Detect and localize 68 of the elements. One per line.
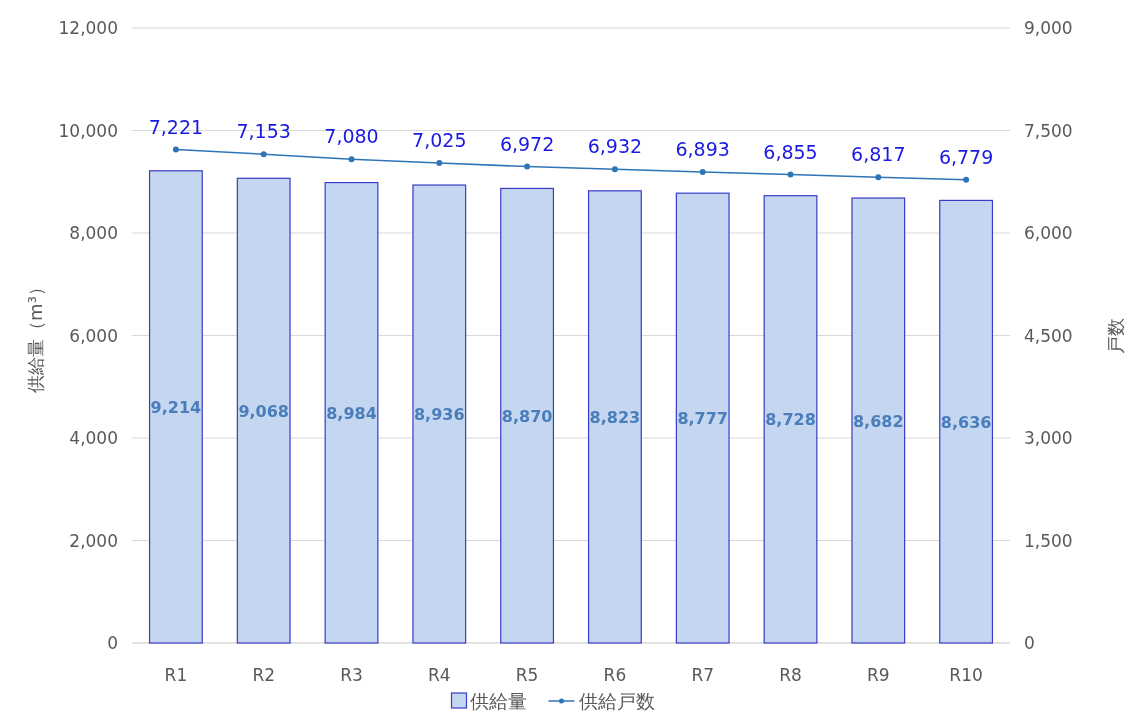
y-tick-label: 0 [107,633,118,653]
data-label: 6,779 [938,145,994,168]
y2-tick-label: 9,000 [1024,18,1073,38]
data-label: 8,984 [326,403,377,423]
data-label: 8,823 [589,407,641,427]
legend-label: 供給戸数 [578,690,655,712]
point [787,171,794,178]
point [611,166,618,173]
y2-axis-title: 戸数 [1105,317,1126,354]
point [963,176,970,183]
y2-tick-label: 6,000 [1024,223,1073,243]
y-tick-label: 6,000 [69,325,118,346]
data-label: 6,855 [763,140,818,163]
data-label: 6,932 [587,135,643,158]
point [348,156,355,163]
x-tick-label: R3 [340,665,363,685]
y-tick-label: 10,000 [58,120,118,141]
y-axis-title: 供給量（m³） [25,278,46,393]
data-label: 8,936 [414,405,465,425]
data-label: 6,817 [851,143,906,166]
legend-label: 供給量 [469,690,527,712]
data-label: 8,728 [765,410,816,430]
data-label: 7,025 [412,128,467,151]
bar [236,177,291,644]
x-tick-label: R1 [164,665,188,685]
y-tick-label: 12,000 [58,18,118,38]
bar [587,190,642,644]
data-label: 6,972 [499,132,555,155]
y2-tick-label: 4,500 [1024,325,1073,346]
x-tick-label: R7 [691,665,715,685]
y2-tick-label: 0 [1024,633,1035,653]
bar [763,195,818,644]
bar [675,192,730,644]
data-label: 7,080 [324,125,379,148]
x-tick-label: R9 [866,665,890,685]
bar [412,184,467,644]
point [436,159,443,166]
point [172,146,179,153]
x-tick-label: R6 [603,665,627,685]
y2-tick-label: 7,500 [1024,120,1073,141]
bar [851,197,906,644]
y-tick-label: 4,000 [69,428,118,448]
data-label: 8,777 [677,409,728,429]
bar [500,187,555,644]
bar [148,170,203,644]
y-tick-label: 2,000 [69,530,118,551]
y-tick-label: 8,000 [69,223,118,243]
x-tick-label: R10 [949,665,983,685]
x-tick-label: R4 [427,665,451,685]
data-label: 8,636 [940,412,992,432]
data-label: 7,153 [236,120,291,143]
data-label: 7,221 [148,115,204,138]
data-label: 9,214 [150,397,202,417]
bar [939,199,994,644]
data-label: 8,870 [501,406,553,426]
y2-tick-label: 1,500 [1024,530,1073,551]
data-label: 6,893 [675,137,730,160]
point [699,168,706,175]
point [524,163,531,170]
point [875,174,882,181]
y2-tick-label: 3,000 [1024,428,1073,448]
data-label: 9,068 [238,401,289,421]
x-tick-label: R8 [779,665,802,685]
data-label: 8,682 [853,411,904,431]
x-tick-label: R2 [252,665,276,685]
point [260,151,267,158]
x-tick-label: R5 [515,665,539,685]
bar [324,181,379,644]
